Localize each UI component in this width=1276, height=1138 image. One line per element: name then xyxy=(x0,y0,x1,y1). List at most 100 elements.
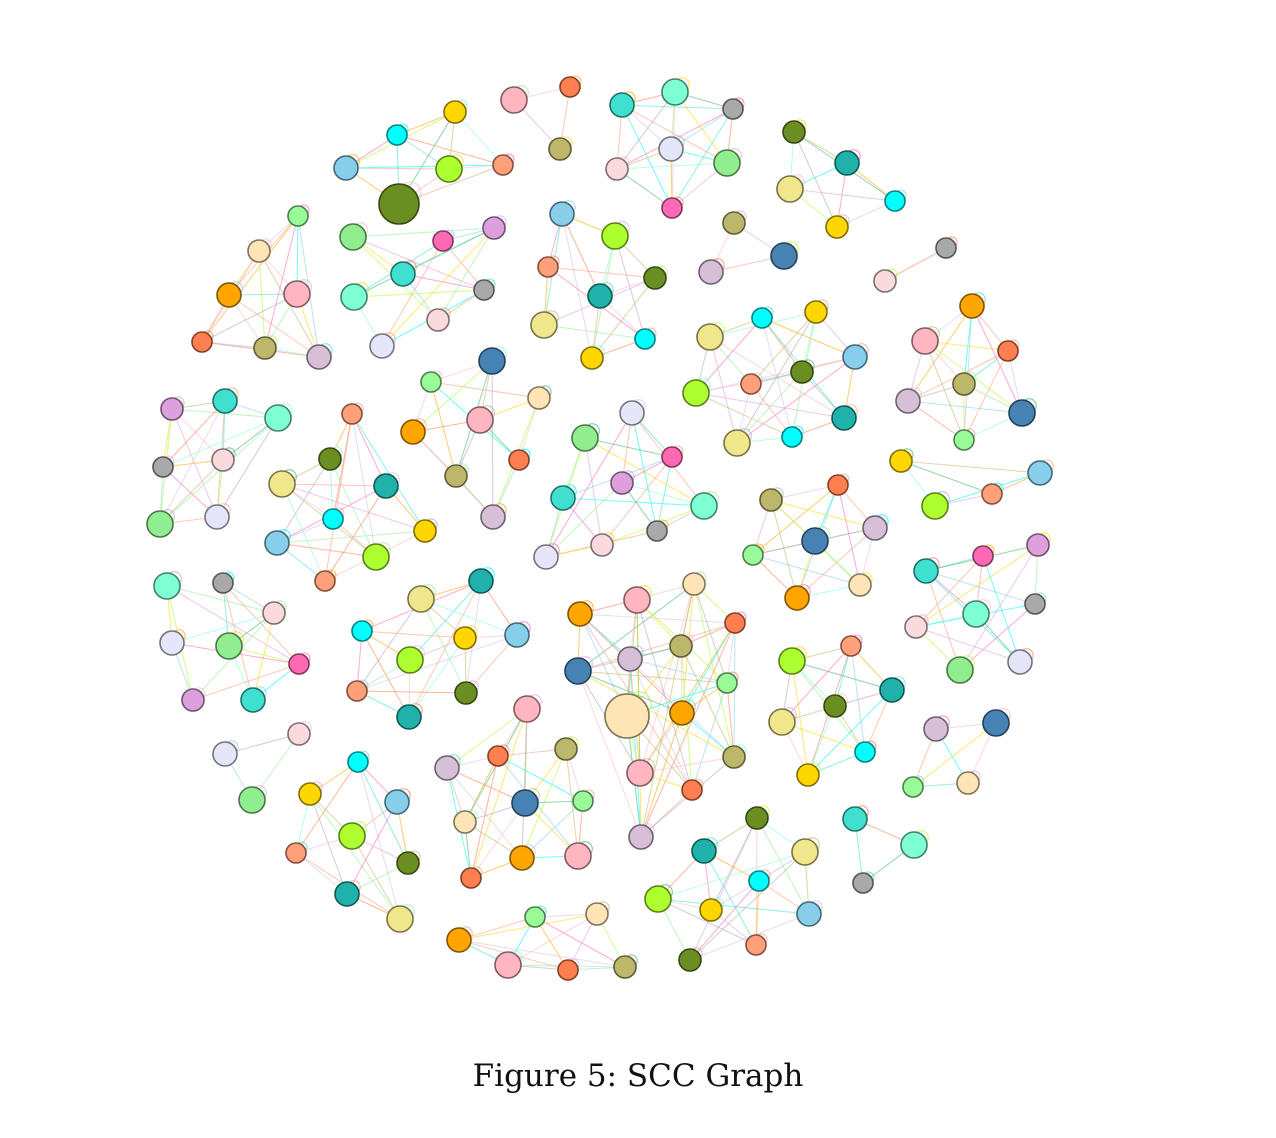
graph-edge xyxy=(201,293,298,343)
graph-edge xyxy=(470,802,526,879)
graph-edge xyxy=(396,134,504,166)
graph-node xyxy=(962,599,991,628)
graph-node xyxy=(827,473,850,496)
graph-node xyxy=(434,754,461,781)
graph-node-circle xyxy=(956,771,980,795)
graph-node xyxy=(264,529,291,556)
graph-node xyxy=(482,215,507,240)
graph-node-circle xyxy=(1008,399,1036,427)
graph-node-circle xyxy=(334,881,360,907)
graph-node xyxy=(745,805,770,830)
graph-node xyxy=(298,781,323,806)
graph-edge xyxy=(430,381,540,399)
graph-node-circle xyxy=(759,488,783,512)
graph-node-circle xyxy=(804,300,828,324)
graph-edge xyxy=(959,603,1036,671)
graph-node xyxy=(453,809,478,834)
graph-node xyxy=(913,557,940,584)
graph-edge xyxy=(614,235,646,340)
graph-edge xyxy=(924,340,1009,352)
graph-node-circle xyxy=(212,388,238,414)
graph-node xyxy=(781,425,804,448)
graph-edge xyxy=(534,916,626,968)
graph-node-circle xyxy=(790,360,814,384)
graph-node-circle xyxy=(426,308,450,332)
graph-node-circle xyxy=(453,810,477,834)
graph-node xyxy=(500,85,529,114)
graph-node xyxy=(722,744,747,769)
graph-edge xyxy=(521,748,567,859)
graph-edge xyxy=(281,483,387,487)
graph-node-circle xyxy=(619,400,645,426)
graph-node-circle xyxy=(768,708,796,736)
graph-node xyxy=(669,699,696,726)
graph-node xyxy=(935,236,958,259)
graph-node-circle xyxy=(827,474,849,496)
graph-node xyxy=(722,97,745,120)
graph-edge xyxy=(345,164,504,169)
graph-node-circle xyxy=(690,492,718,520)
graph-node-circle xyxy=(215,632,243,660)
graph-node-circle xyxy=(572,790,594,812)
graph-node-circle xyxy=(935,237,957,259)
graph-edge xyxy=(925,570,1036,605)
graph-node-circle xyxy=(559,76,581,98)
graph-node xyxy=(341,402,364,425)
graph-edge xyxy=(252,612,275,701)
graph-node-circle xyxy=(384,789,410,815)
graph-node-circle xyxy=(713,149,741,177)
graph-edge xyxy=(353,289,485,298)
graph-node xyxy=(900,830,929,859)
graph-node-circle xyxy=(533,544,559,570)
graph-edge xyxy=(689,851,806,961)
graph-node-circle xyxy=(643,266,667,290)
graph-node-circle xyxy=(601,222,629,250)
graph-node-circle xyxy=(413,519,437,543)
graph-node-circle xyxy=(895,388,921,414)
graph-node xyxy=(386,904,415,933)
graph-edge xyxy=(276,530,426,544)
graph-edge xyxy=(562,497,705,507)
graph-node xyxy=(527,385,552,410)
graph-node-circle xyxy=(432,230,454,252)
graph-node-circle xyxy=(339,223,367,251)
graph-edge xyxy=(770,499,876,529)
graph-node-circle xyxy=(191,331,213,353)
graph-node-circle xyxy=(204,504,230,530)
graph-node-circle xyxy=(571,424,599,452)
graph-edge xyxy=(640,583,695,838)
graph-node xyxy=(466,405,495,434)
graph-edge xyxy=(159,459,224,525)
graph-node-circle xyxy=(778,647,806,675)
graph-node-circle xyxy=(322,508,344,530)
graph-node xyxy=(216,281,243,308)
graph-node-circle xyxy=(482,216,506,240)
graph-node-circle xyxy=(247,239,271,263)
graph-node xyxy=(609,91,636,118)
graph-node-circle xyxy=(454,681,478,705)
graph-edge xyxy=(352,227,495,238)
graph-edge xyxy=(657,851,806,900)
graph-node xyxy=(478,346,507,375)
graph-node xyxy=(340,282,369,311)
graph-node-circle xyxy=(691,838,717,864)
graph-node xyxy=(492,153,515,176)
graph-node-circle xyxy=(904,615,928,639)
graph-node-circle xyxy=(564,657,592,685)
graph-node-circle xyxy=(997,340,1019,362)
graph-edge xyxy=(281,483,326,582)
graph-node xyxy=(378,181,422,225)
graph-node-circle xyxy=(238,786,266,814)
graph-node xyxy=(473,278,496,301)
graph-node xyxy=(605,156,630,181)
graph-node-circle xyxy=(346,680,368,702)
graph-edge xyxy=(454,111,504,166)
graph-edge xyxy=(689,817,758,961)
graph-node xyxy=(634,327,657,350)
graph-node-circle xyxy=(585,902,609,926)
graph-node-circle xyxy=(253,336,277,360)
graph-node xyxy=(181,687,206,712)
graph-edge xyxy=(281,483,426,532)
graph-edge xyxy=(629,658,728,684)
graph-edge xyxy=(329,458,377,558)
